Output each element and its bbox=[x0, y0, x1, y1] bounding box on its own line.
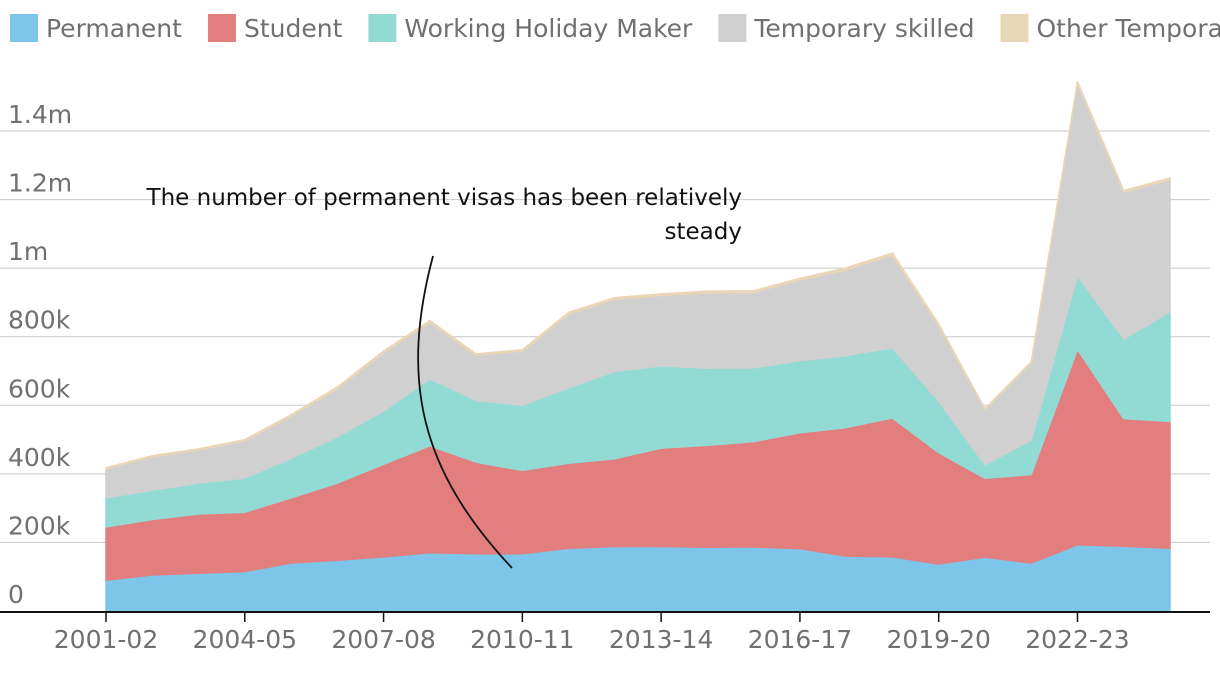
x-tick-label: 2016-17 bbox=[748, 625, 852, 654]
annotation-text: The number of permanent visas has been r… bbox=[146, 185, 742, 211]
annotation-text: steady bbox=[665, 219, 742, 245]
chart-legend: Permanent Student Working Holiday Maker Tem… bbox=[10, 14, 1220, 43]
area-other-temporary bbox=[105, 80, 1171, 470]
x-tick-label: 2010-11 bbox=[470, 625, 574, 654]
x-tick-label: 2013-14 bbox=[609, 625, 713, 654]
annotation-pointer bbox=[417, 255, 513, 569]
y-tick-label: 0 bbox=[8, 580, 24, 609]
x-axis: 2001-02 2004-05 2007-08 2010-11 2013-14 2016-… bbox=[0, 611, 1210, 654]
series-areas bbox=[105, 80, 1171, 612]
y-tick-label: 400k bbox=[8, 443, 71, 472]
x-tick-label: 2004-05 bbox=[193, 625, 297, 654]
legend-item-permanent: Permanent bbox=[10, 14, 182, 43]
y-tick-label: 600k bbox=[8, 374, 71, 403]
legend-item-temporary-skilled: Temporary skilled bbox=[718, 14, 974, 43]
legend-label: Temporary skilled bbox=[753, 14, 974, 43]
legend-label: Student bbox=[244, 14, 343, 43]
x-tick-label: 2019-20 bbox=[886, 625, 990, 654]
annotation: The number of permanent visas has been r… bbox=[146, 185, 742, 569]
x-tick-label: 2022-23 bbox=[1025, 625, 1129, 654]
y-axis: 0 200k 400k 600k 800k 1m 1.2m 1.4m bbox=[8, 100, 72, 609]
legend-swatch bbox=[718, 14, 747, 42]
y-tick-label: 1m bbox=[8, 237, 48, 266]
legend-swatch bbox=[10, 14, 38, 42]
y-tick-label: 1.2m bbox=[8, 169, 72, 198]
legend-swatch bbox=[368, 14, 397, 42]
legend-item-other-temporary: Other Temporary bbox=[1000, 14, 1220, 43]
x-tick-label: 2007-08 bbox=[331, 625, 435, 654]
y-tick-label: 1.4m bbox=[8, 100, 72, 129]
y-tick-label: 800k bbox=[8, 306, 71, 335]
x-tick-label: 2001-02 bbox=[54, 625, 158, 654]
legend-item-student: Student bbox=[207, 14, 343, 43]
y-tick-label: 200k bbox=[8, 511, 71, 540]
legend-label: Working Holiday Maker bbox=[404, 14, 693, 43]
legend-swatch bbox=[207, 14, 236, 42]
legend-swatch bbox=[1000, 14, 1029, 42]
legend-label: Permanent bbox=[46, 14, 182, 43]
legend-item-working-holiday-maker: Working Holiday Maker bbox=[368, 14, 693, 43]
legend-label: Other Temporary bbox=[1036, 14, 1220, 43]
